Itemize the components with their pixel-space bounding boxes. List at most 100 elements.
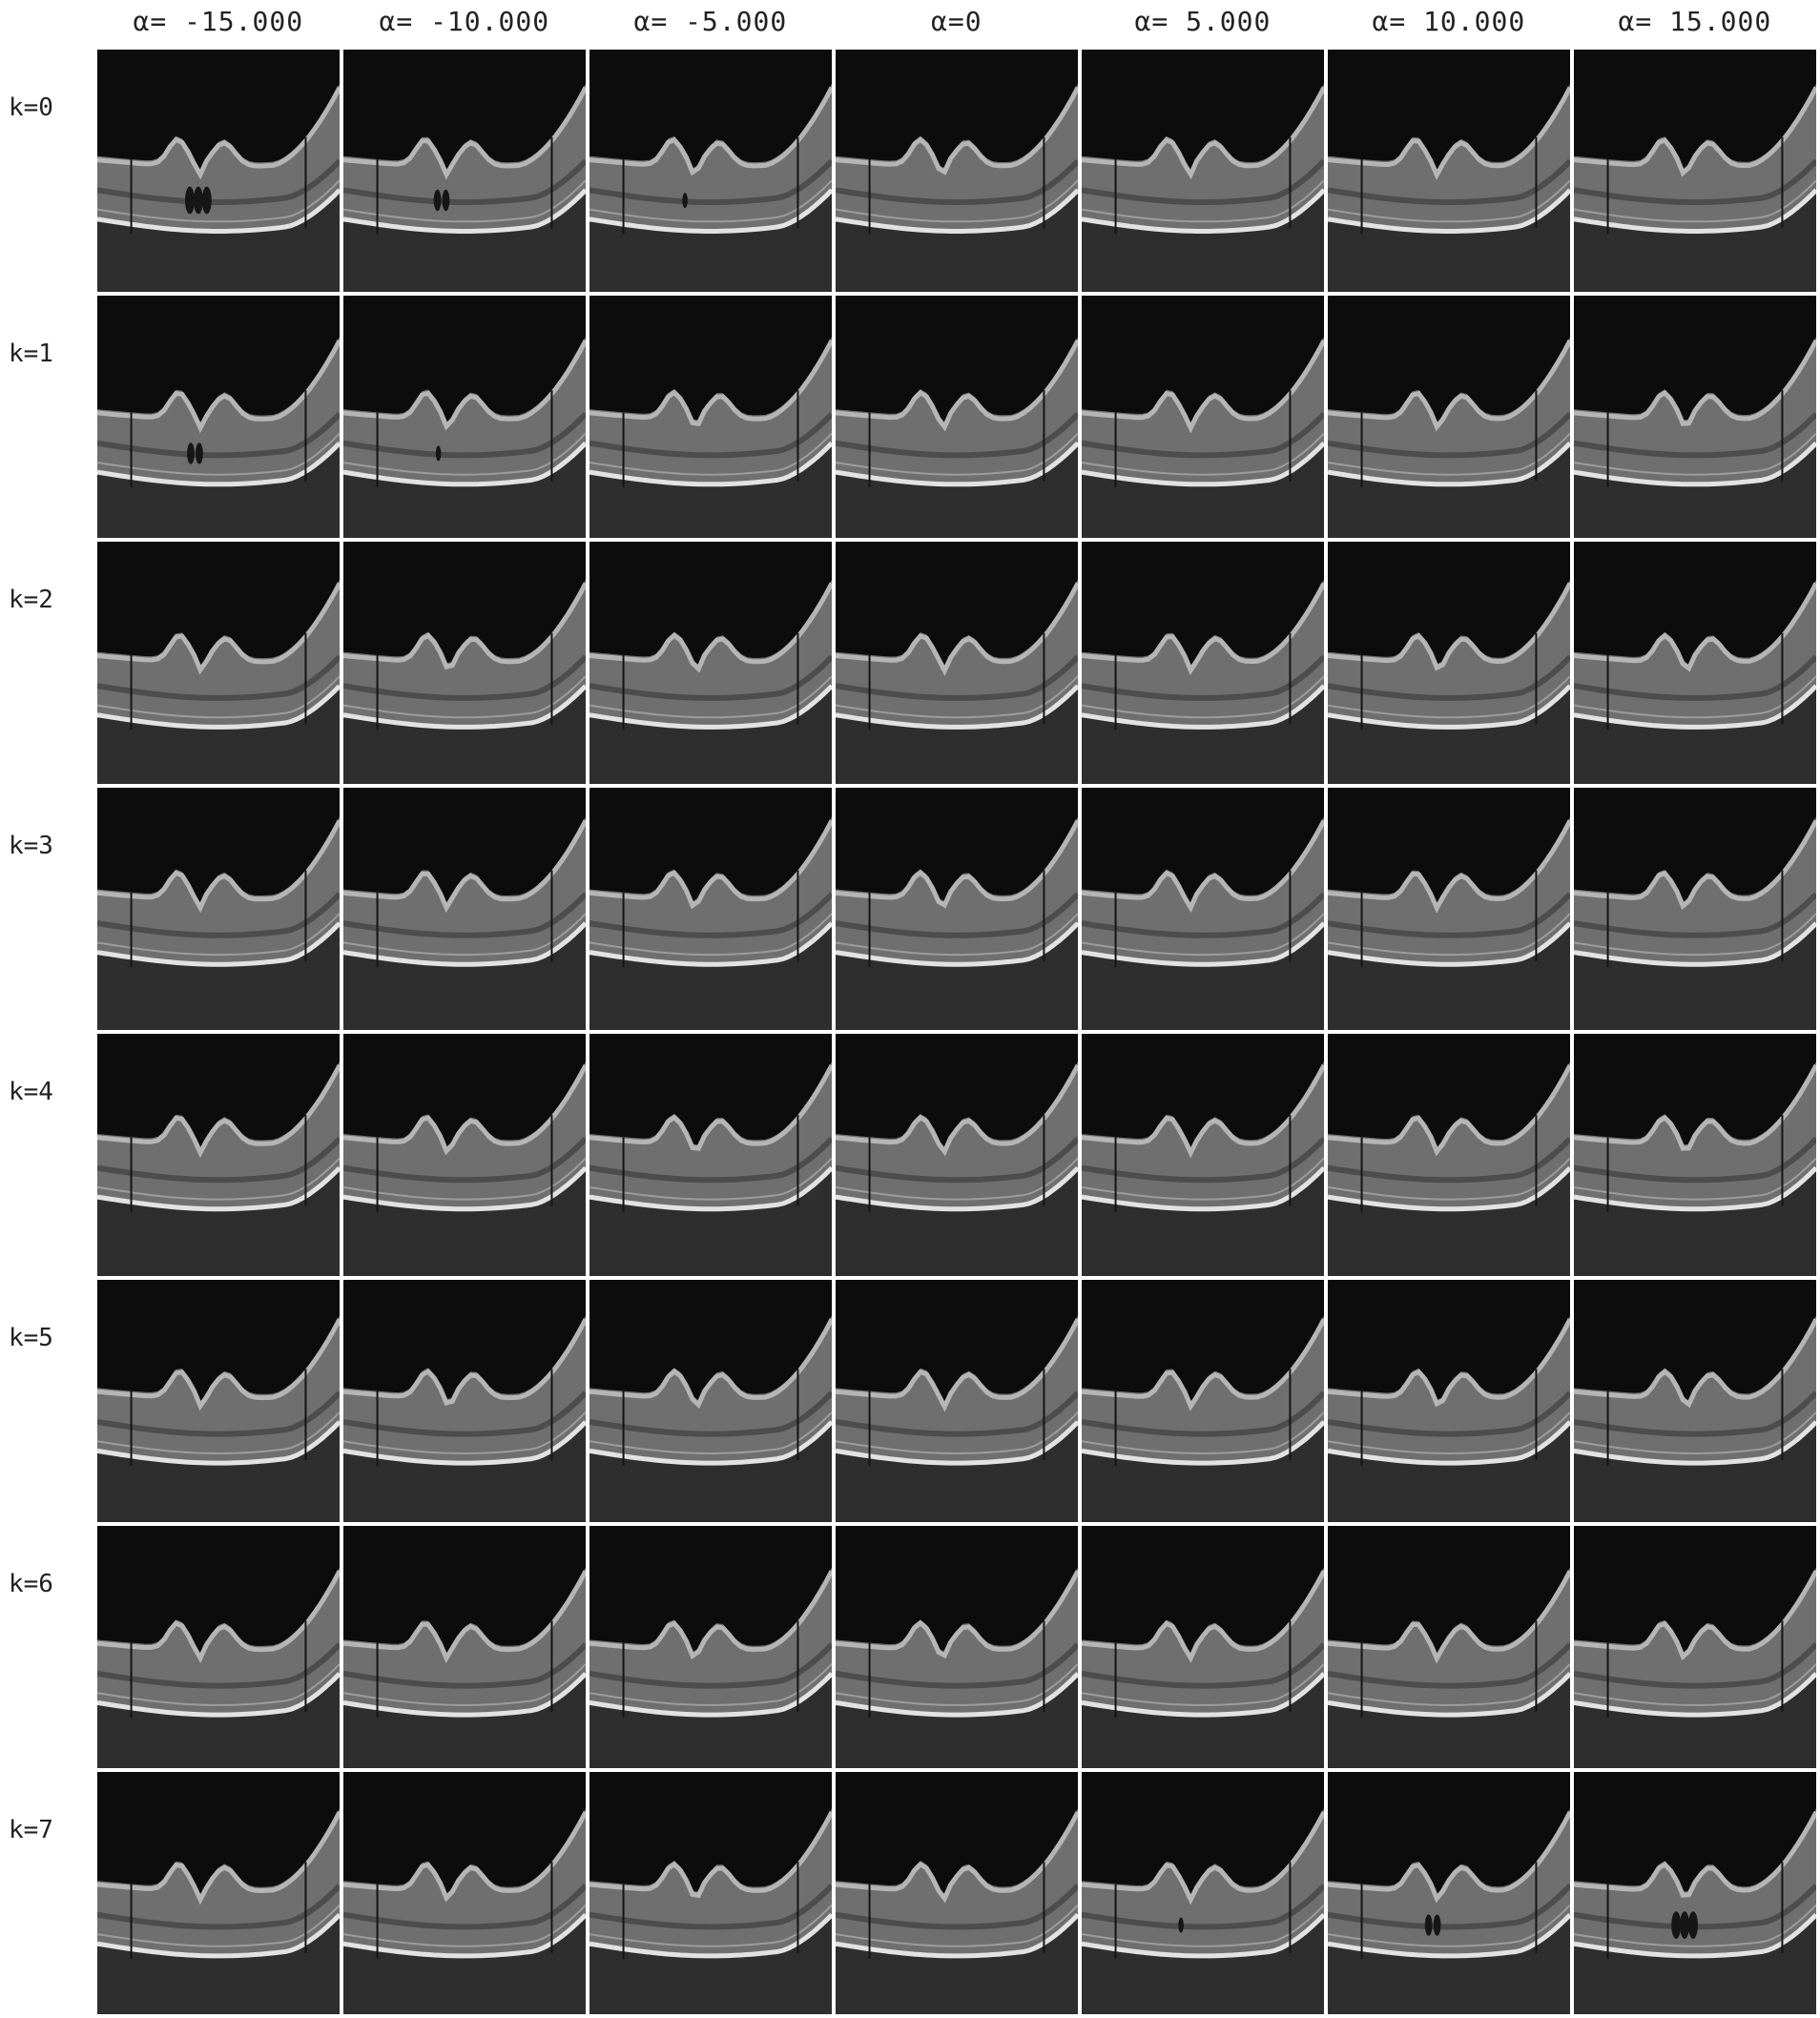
fluid-cyst xyxy=(682,193,688,209)
ellipsoid-zone xyxy=(1574,1904,1816,1947)
choroid-region xyxy=(1328,1914,1570,2014)
oct-scan-tile xyxy=(836,1772,1078,2014)
outer-nuclear-layer xyxy=(836,1884,1078,1930)
ellipsoid-zone xyxy=(1574,1157,1816,1201)
ellipsoid-zone xyxy=(97,432,340,476)
nerve-fiber-layer xyxy=(1328,1318,1570,1408)
outer-nuclear-layer xyxy=(343,654,586,701)
ellipsoid-zone xyxy=(97,1663,340,1706)
rpe-band xyxy=(1574,188,1816,234)
ellipsoid-zone xyxy=(1082,1904,1324,1947)
outer-nuclear-layer xyxy=(1082,1884,1324,1930)
retina-tissue xyxy=(589,1061,832,1209)
oct-scan-tile xyxy=(1328,1772,1570,2014)
nerve-fiber-layer xyxy=(1574,582,1816,672)
outer-nuclear-layer xyxy=(1082,158,1324,205)
oct-scan-image xyxy=(1574,1315,1816,1522)
rpe-band xyxy=(1328,921,1570,967)
choroid-region xyxy=(836,1167,1078,1276)
rpe-band xyxy=(1328,1165,1570,1212)
ellipsoid-zone xyxy=(1328,1157,1570,1201)
ellipsoid-zone xyxy=(1328,432,1570,476)
ellipsoid-zone xyxy=(97,1904,340,1947)
retina-tissue xyxy=(589,1567,832,1716)
retina-tissue xyxy=(836,1061,1078,1209)
oct-scan-tile xyxy=(343,788,586,1030)
outer-nuclear-layer xyxy=(1574,158,1816,205)
rpe-band xyxy=(97,441,340,487)
oct-scan-tile xyxy=(97,1526,340,1768)
oct-scan-image xyxy=(1082,1315,1324,1522)
nerve-fiber-layer xyxy=(1574,1570,1816,1661)
rpe-band xyxy=(589,1420,832,1466)
fluid-cyst xyxy=(185,186,195,215)
choroid-region xyxy=(343,686,586,784)
oct-scan-tile xyxy=(1574,50,1816,292)
ellipsoid-zone xyxy=(589,675,832,719)
choroid-region xyxy=(343,923,586,1030)
rpe-band xyxy=(589,1913,832,1959)
rpe-band xyxy=(97,1165,340,1212)
nerve-fiber-layer xyxy=(97,1063,340,1159)
choroid-region xyxy=(1574,1673,1816,1768)
choroid-region xyxy=(1574,190,1816,292)
oct-scan-tile xyxy=(589,1772,832,2014)
nerve-fiber-layer xyxy=(1082,1318,1324,1411)
oct-scan-tile xyxy=(1082,542,1324,784)
oct-scan-tile xyxy=(1328,788,1570,1030)
outer-nuclear-layer xyxy=(589,1390,832,1437)
fluid-cyst xyxy=(193,186,203,215)
rpe-band xyxy=(97,1913,340,1959)
oct-scan-image xyxy=(1574,1567,1816,1768)
ellipsoid-zone xyxy=(97,1411,340,1455)
choroid-region xyxy=(1574,1422,1816,1522)
nerve-fiber-layer xyxy=(1082,1570,1324,1663)
nerve-fiber-layer xyxy=(836,86,1078,175)
nerve-fiber-layer xyxy=(836,582,1078,676)
outer-nuclear-layer xyxy=(343,892,586,938)
choroid-region xyxy=(589,1167,832,1276)
nerve-fiber-layer xyxy=(343,86,586,180)
retina-tissue xyxy=(97,83,340,232)
oct-scan-tile xyxy=(97,1034,340,1276)
rpe-band xyxy=(343,1420,586,1466)
choroid-region xyxy=(836,686,1078,784)
nerve-fiber-layer xyxy=(1082,1810,1324,1905)
fluid-cyst xyxy=(1178,1917,1184,1933)
oct-scan-image xyxy=(343,1061,586,1276)
outer-nuclear-layer xyxy=(1082,892,1324,938)
rpe-band xyxy=(97,188,340,234)
outer-nuclear-layer xyxy=(589,1136,832,1184)
rpe-band xyxy=(1574,1420,1816,1466)
choroid-region xyxy=(1082,1422,1324,1522)
oct-scan-tile xyxy=(1328,1280,1570,1522)
choroid-region xyxy=(1574,443,1816,538)
retina-tissue xyxy=(343,83,586,232)
nerve-fiber-layer xyxy=(343,339,586,431)
nerve-fiber-layer xyxy=(1082,819,1324,914)
oct-scan-image xyxy=(836,1315,1078,1522)
choroid-region xyxy=(589,1422,832,1522)
outer-nuclear-layer xyxy=(1082,1642,1324,1689)
rpe-band xyxy=(1574,684,1816,730)
oct-scan-image xyxy=(97,816,340,1030)
oct-scan-image xyxy=(97,1061,340,1276)
retina-tissue xyxy=(97,816,340,965)
oct-scan-image xyxy=(589,816,832,1030)
ellipsoid-zone xyxy=(343,913,586,957)
column-label: α= 15.000 xyxy=(1618,6,1772,37)
ellipsoid-zone xyxy=(836,1157,1078,1201)
outer-nuclear-layer xyxy=(97,1642,340,1689)
choroid-region xyxy=(589,686,832,784)
ellipsoid-zone xyxy=(343,1157,586,1201)
oct-scan-tile xyxy=(1082,788,1324,1030)
fluid-cyst xyxy=(201,186,212,215)
ellipsoid-zone xyxy=(1082,179,1324,223)
nerve-fiber-layer xyxy=(343,1063,586,1156)
ellipsoid-zone xyxy=(1082,1411,1324,1455)
rpe-band xyxy=(1082,684,1324,730)
outer-nuclear-layer xyxy=(97,1390,340,1437)
nerve-fiber-layer xyxy=(1574,1810,1816,1898)
oct-scan-image xyxy=(343,337,586,538)
choroid-region xyxy=(1328,686,1570,784)
